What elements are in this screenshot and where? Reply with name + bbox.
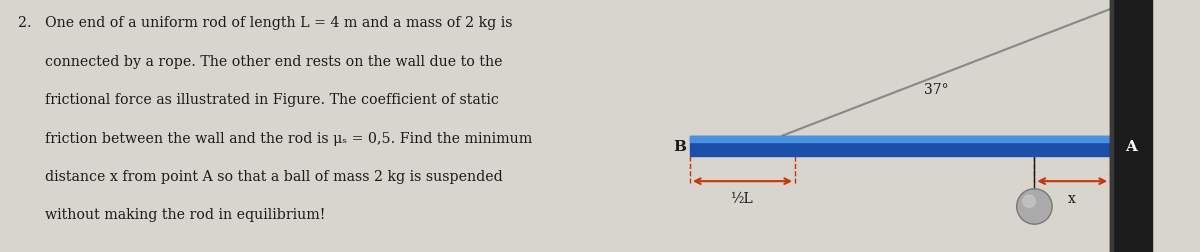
Bar (690, 136, 1110, 156)
Bar (1110, 0, 1114, 252)
Bar (1110, 0, 1152, 252)
Text: x: x (1068, 192, 1076, 205)
Text: without making the rod in equilibrium!: without making the rod in equilibrium! (18, 208, 325, 222)
Circle shape (1022, 195, 1036, 207)
Text: 2.   One end of a uniform rod of length L = 4 m and a mass of 2 kg is: 2. One end of a uniform rod of length L … (18, 16, 512, 30)
Text: friction between the wall and the rod is μₛ = 0,5. Find the minimum: friction between the wall and the rod is… (18, 131, 533, 145)
Bar (690, 136, 1110, 142)
Text: A: A (1126, 139, 1136, 153)
Text: B: B (673, 139, 686, 153)
Text: frictional force as illustrated in Figure. The coefficient of static: frictional force as illustrated in Figur… (18, 93, 499, 107)
Text: 37°: 37° (924, 83, 948, 97)
Circle shape (1016, 189, 1052, 224)
Text: distance x from point A so that a ball of mass 2 kg is suspended: distance x from point A so that a ball o… (18, 169, 503, 183)
Text: ½L: ½L (731, 192, 754, 205)
Text: connected by a rope. The other end rests on the wall due to the: connected by a rope. The other end rests… (18, 54, 503, 68)
